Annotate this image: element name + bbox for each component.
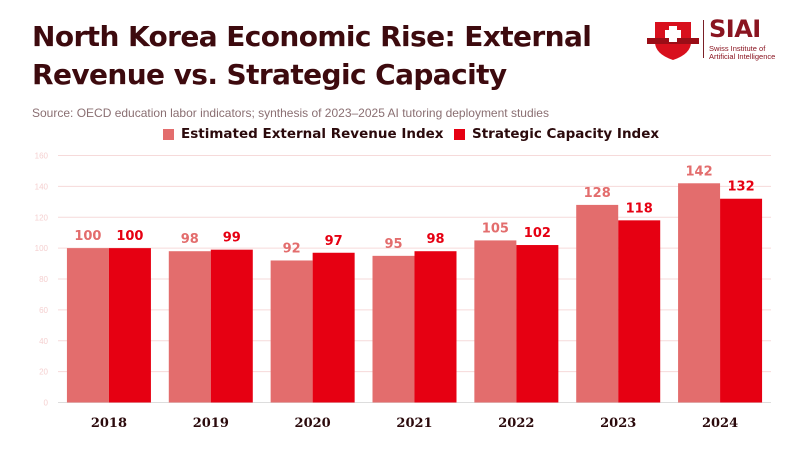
bar-external-revenue <box>474 240 517 403</box>
bar-strategic-capacity <box>618 220 661 403</box>
data-label: 92 <box>283 241 301 256</box>
logo-subtitle-line1: Swiss Institute of <box>709 44 766 53</box>
data-label: 95 <box>384 237 402 252</box>
bar-strategic-capacity <box>516 245 559 403</box>
data-label: 132 <box>728 180 755 195</box>
data-label: 99 <box>223 231 241 246</box>
y-tick-label: 100 <box>35 244 49 253</box>
data-label: 128 <box>584 186 611 201</box>
y-tick-label: 20 <box>39 368 48 377</box>
bar-strategic-capacity <box>414 251 457 403</box>
data-label: 98 <box>426 232 444 247</box>
x-tick-label: 2021 <box>396 416 432 431</box>
chart-legend: Estimated External Revenue Index Strateg… <box>0 126 800 146</box>
y-tick-label: 160 <box>35 152 49 161</box>
legend-label-external-revenue: Estimated External Revenue Index <box>181 126 444 142</box>
data-label: 100 <box>116 229 143 244</box>
logo-divider <box>703 20 704 58</box>
bar-external-revenue <box>168 251 211 403</box>
bar-strategic-capacity <box>108 248 151 403</box>
logo-subtitle-line2: Artificial Intelligence <box>709 52 776 61</box>
bar-strategic-capacity <box>210 249 253 403</box>
chart-title: North Korea Economic Rise: External Reve… <box>32 20 592 91</box>
legend-item-external-revenue[interactable]: Estimated External Revenue Index <box>163 126 443 142</box>
bar-external-revenue <box>66 248 109 403</box>
y-tick-label: 60 <box>39 306 48 315</box>
x-tick-label: 2018 <box>91 416 127 431</box>
data-label: 100 <box>74 229 101 244</box>
siai-logo: SIAI Swiss Institute of Artificial Intel… <box>645 15 775 62</box>
bar-external-revenue <box>678 183 721 403</box>
bar-strategic-capacity <box>312 252 355 403</box>
bar-external-revenue <box>372 255 415 403</box>
x-tick-label: 2020 <box>295 416 331 431</box>
x-tick-label: 2024 <box>702 416 738 431</box>
x-tick-label: 2019 <box>193 416 229 431</box>
data-label: 118 <box>626 201 653 216</box>
bar-external-revenue <box>270 260 313 403</box>
data-label: 102 <box>524 226 551 241</box>
bar-strategic-capacity <box>720 198 763 403</box>
legend-label-strategic-capacity: Strategic Capacity Index <box>472 126 660 142</box>
data-label: 105 <box>482 221 509 236</box>
legend-swatch-strategic-capacity <box>454 128 465 140</box>
swiss-cross-shield-icon <box>647 22 699 60</box>
data-label: 97 <box>325 234 343 249</box>
legend-swatch-external-revenue <box>163 128 174 140</box>
y-tick-label: 0 <box>44 399 49 408</box>
y-tick-label: 120 <box>35 213 49 222</box>
data-label: 98 <box>181 232 199 247</box>
bar-external-revenue <box>576 204 619 403</box>
source-note: Source: OECD education labor indicators;… <box>32 106 549 120</box>
logo-subtitle: Swiss Institute of Artificial Intelligen… <box>709 45 789 61</box>
data-label: 142 <box>686 164 713 179</box>
y-tick-label: 140 <box>35 182 49 191</box>
y-tick-label: 80 <box>39 275 48 284</box>
y-tick-label: 40 <box>39 337 48 346</box>
x-tick-label: 2023 <box>600 416 636 431</box>
logo-name: SIAI <box>709 15 761 43</box>
legend-item-strategic-capacity[interactable]: Strategic Capacity Index <box>454 126 659 142</box>
x-tick-label: 2022 <box>498 416 534 431</box>
